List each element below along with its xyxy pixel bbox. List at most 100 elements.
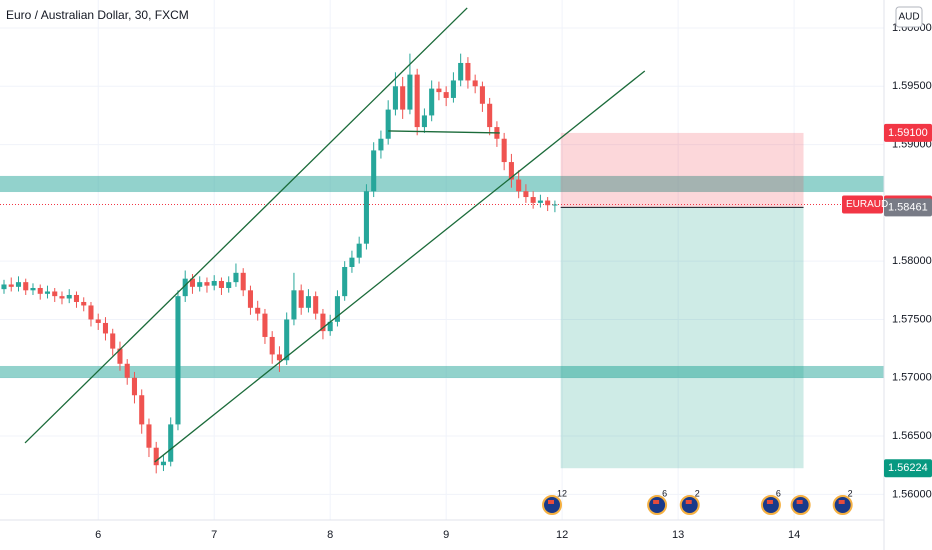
candle-body <box>262 313 268 337</box>
y-tick-label: 1.56500 <box>892 430 932 442</box>
chart-title: Euro / Australian Dollar, 30, FXCM <box>6 8 189 22</box>
target-label: 1.56224 <box>888 462 928 474</box>
event-flag <box>796 500 803 504</box>
candle-body <box>30 287 36 291</box>
event-icon <box>542 495 563 515</box>
candle-body <box>52 291 58 297</box>
candle-body <box>153 447 159 466</box>
trendline <box>388 130 500 134</box>
candle-body <box>255 307 261 314</box>
candle-body <box>298 290 304 308</box>
symbol-box <box>842 195 883 214</box>
candle-body <box>327 321 333 332</box>
x-tick-label: 13 <box>672 529 684 541</box>
y-tick-label: 1.58000 <box>892 255 932 267</box>
plot-area <box>0 7 884 474</box>
currency-box[interactable] <box>895 6 923 28</box>
candle-body <box>407 74 413 110</box>
candle-body <box>284 319 290 361</box>
candle-body <box>160 461 166 466</box>
candle-body <box>95 319 101 323</box>
candle-body <box>537 200 543 203</box>
candle-body <box>349 257 355 267</box>
candle-body <box>429 88 435 116</box>
candle-body <box>1 284 7 290</box>
candle-body <box>450 80 456 98</box>
candle-body <box>305 296 311 308</box>
trendline <box>154 70 646 463</box>
candle-body <box>37 287 43 294</box>
event-count: 2 <box>848 488 853 498</box>
event-icon <box>790 495 811 515</box>
stop-zone <box>560 132 804 208</box>
candle-body <box>102 322 109 334</box>
event-flag <box>653 500 660 504</box>
candle-body <box>269 336 275 355</box>
axes: 1.560001.565001.570001.575001.580001.590… <box>95 22 932 541</box>
entry-label-box <box>884 198 932 217</box>
target-zone <box>560 207 804 469</box>
symbol-label: EURAUD <box>846 199 888 210</box>
candle-body <box>66 294 72 299</box>
candle-body <box>88 305 94 320</box>
candle-body <box>233 272 239 283</box>
candle-body <box>523 191 529 198</box>
candle-body <box>443 92 449 98</box>
candle-body <box>465 62 471 81</box>
candle-body <box>15 282 22 287</box>
event-icon <box>647 495 668 515</box>
stop-label: 1.59100 <box>888 127 928 139</box>
candle-body <box>508 162 514 180</box>
candle-body <box>124 363 130 378</box>
event-flag <box>838 500 845 504</box>
candle-body <box>313 296 319 314</box>
x-tick-label: 8 <box>327 529 333 541</box>
stop-label-box <box>884 123 932 142</box>
x-tick-label: 14 <box>788 529 800 541</box>
candle-body <box>421 115 427 128</box>
candle-body <box>81 301 87 306</box>
y-tick-label: 1.56000 <box>892 488 932 500</box>
candle-body <box>218 280 224 288</box>
candle-body <box>189 278 195 287</box>
candle-body <box>73 294 80 302</box>
event-icon <box>760 495 781 515</box>
candle-body <box>436 88 442 93</box>
candle-body <box>400 86 406 110</box>
candle-body <box>363 191 369 244</box>
entry-label: 1.58461 <box>888 201 928 213</box>
candle-body <box>182 278 188 297</box>
event-count: 6 <box>776 488 781 498</box>
candle-body <box>392 86 398 110</box>
candle-body <box>110 333 116 349</box>
candle-body <box>197 282 203 287</box>
x-tick-label: 6 <box>95 529 101 541</box>
zone <box>0 175 884 193</box>
candle-body <box>501 138 507 163</box>
event-flag <box>766 500 773 504</box>
candle-body <box>276 354 282 361</box>
candle-body <box>240 272 246 291</box>
candle-body <box>458 62 464 81</box>
candle-body <box>211 280 217 286</box>
candle-body <box>479 86 485 104</box>
candle-body <box>291 290 297 320</box>
currency-label[interactable]: AUD <box>898 12 919 23</box>
candle-body <box>131 377 138 396</box>
event-icon <box>679 495 700 515</box>
zone <box>0 365 884 378</box>
y-tick-label: 1.57500 <box>892 313 932 325</box>
candle-body <box>545 200 551 206</box>
y-tick-label: 1.59500 <box>892 80 932 92</box>
candle-body <box>168 424 174 462</box>
candle-body <box>247 290 253 308</box>
candle-body <box>371 150 377 192</box>
candle-body <box>378 138 384 151</box>
candle-body <box>59 296 65 299</box>
candle-body <box>414 74 420 128</box>
target-label-box <box>884 459 932 478</box>
candle-body <box>146 424 152 448</box>
candle-body <box>23 282 29 291</box>
candle-body <box>530 197 536 203</box>
